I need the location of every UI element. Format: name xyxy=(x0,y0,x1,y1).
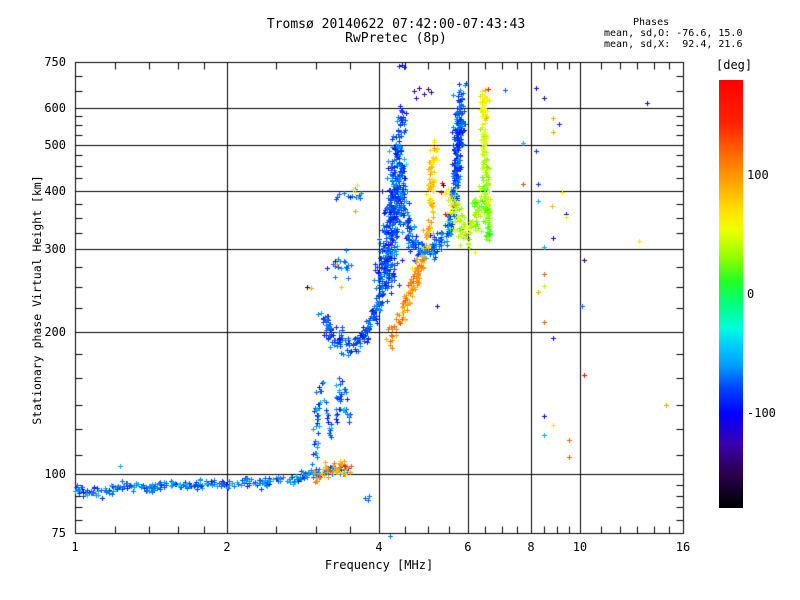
y-axis-label: Stationary phase Virtual Height [km] xyxy=(30,175,44,425)
x-axis-label: Frequency [MHz] xyxy=(324,558,434,572)
phase-colorbar xyxy=(719,80,743,508)
y-tick-label: 75 xyxy=(51,526,66,540)
plot-title: Tromsø 20140622 07:42:00-07:43:43 xyxy=(266,17,526,32)
x-tick-label: 16 xyxy=(675,540,691,554)
stats-mean-sd-o: mean, sd,O: -76.6, 15.0 xyxy=(604,28,743,39)
y-tick-label: 200 xyxy=(44,325,66,340)
x-tick-label: 8 xyxy=(527,540,535,554)
colorbar-tick-label: -100 xyxy=(747,405,776,420)
colorbar-unit-label: [deg] xyxy=(716,58,753,72)
y-tick-label: 500 xyxy=(44,137,66,152)
x-tick-label: 6 xyxy=(464,540,472,554)
colorbar-tick-label: 0 xyxy=(747,287,755,301)
x-tick-label: 1 xyxy=(71,540,79,554)
y-tick-label: 600 xyxy=(44,100,66,115)
y-tick-label: 400 xyxy=(44,183,66,198)
y-tick-label: 300 xyxy=(44,242,66,257)
colorbar-tick-label: 100 xyxy=(747,168,769,183)
x-tick-label: 10 xyxy=(572,540,588,554)
stats-header: Phases xyxy=(633,17,670,28)
x-tick-label: 2 xyxy=(223,540,231,554)
plot-subtitle: RwPretec (8p) xyxy=(345,31,447,46)
y-tick-label: 750 xyxy=(44,55,66,69)
y-tick-label: 100 xyxy=(44,467,66,482)
stats-mean-sd-x: mean, sd,X: 92.4, 21.6 xyxy=(604,39,743,50)
x-tick-label: 4 xyxy=(375,540,383,554)
